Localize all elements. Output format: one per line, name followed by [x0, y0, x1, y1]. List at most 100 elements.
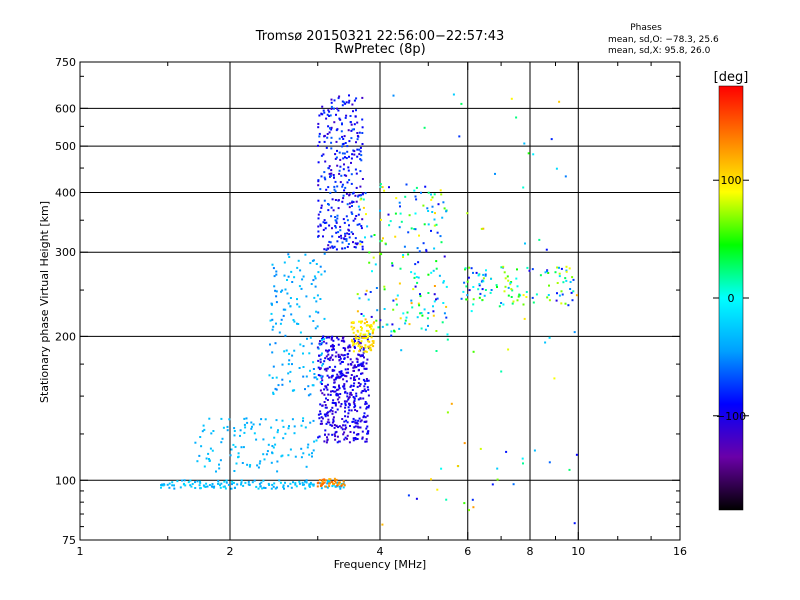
scatter-point	[340, 339, 343, 342]
scatter-point	[339, 355, 341, 358]
scatter-point	[572, 290, 575, 293]
scatter-point	[370, 349, 373, 352]
scatter-point	[496, 467, 499, 470]
phase-stats-o: mean, sd,O: −78.3, 25.6	[608, 35, 719, 45]
scatter-point	[361, 248, 364, 251]
scatter-point	[380, 253, 383, 256]
scatter-point	[365, 390, 367, 393]
scatter-point	[363, 380, 366, 383]
scatter-point	[277, 429, 279, 432]
scatter-point	[324, 429, 327, 432]
scatter-point	[364, 344, 367, 347]
scatter-point	[329, 393, 332, 396]
scatter-point	[422, 204, 425, 207]
scatter-point	[466, 294, 469, 297]
scatter-point	[326, 136, 329, 139]
scatter-point	[219, 459, 222, 462]
scatter-point	[361, 118, 364, 121]
scatter-point	[414, 195, 417, 198]
scatter-point	[328, 482, 331, 485]
scatter-point	[323, 388, 326, 391]
scatter-point	[343, 431, 346, 434]
scatter-point	[568, 468, 571, 471]
scatter-point	[328, 479, 330, 482]
scatter-point	[332, 339, 335, 342]
scatter-point	[478, 283, 481, 286]
scatter-point	[533, 449, 536, 452]
scatter-point	[414, 228, 417, 231]
scatter-point	[481, 288, 484, 291]
scatter-point	[434, 212, 436, 215]
scatter-point	[342, 385, 345, 388]
scatter-point	[340, 174, 343, 177]
scatter-point	[391, 262, 394, 265]
scatter-point	[345, 400, 348, 403]
scatter-point	[328, 224, 331, 227]
scatter-point	[206, 485, 209, 488]
scatter-point	[341, 185, 344, 188]
scatter-point	[338, 95, 341, 98]
scatter-point	[482, 227, 485, 230]
scatter-point	[323, 270, 326, 273]
scatter-point	[356, 293, 359, 296]
scatter-point	[292, 319, 295, 321]
scatter-point	[275, 301, 278, 304]
scatter-point	[283, 350, 286, 353]
scatter-point	[388, 186, 390, 189]
x-tick-label: 4	[377, 545, 384, 558]
scatter-point	[411, 306, 414, 309]
scatter-point	[360, 321, 362, 324]
scatter-point	[232, 443, 235, 446]
scatter-point	[299, 269, 302, 272]
y-tick-label: 100	[55, 474, 76, 487]
scatter-point	[302, 366, 305, 368]
scatter-point	[531, 268, 534, 271]
scatter-point	[367, 394, 370, 397]
scatter-point	[223, 485, 226, 488]
scatter-point	[337, 375, 340, 378]
scatter-point	[475, 271, 478, 274]
scatter-point	[435, 267, 438, 270]
scatter-point	[355, 186, 358, 189]
scatter-point	[345, 174, 348, 177]
y-tick-label: 200	[55, 330, 76, 343]
scatter-point	[334, 386, 337, 389]
scatter-point	[361, 320, 363, 323]
scatter-point	[272, 325, 275, 328]
scatter-point	[339, 158, 342, 161]
scatter-point	[304, 487, 307, 490]
scatter-point	[419, 312, 422, 315]
scatter-point	[360, 227, 363, 230]
scatter-point	[354, 194, 357, 197]
scatter-point	[338, 425, 341, 428]
scatter-point	[350, 123, 353, 126]
scatter-point	[358, 337, 361, 340]
scatter-point	[344, 247, 346, 250]
scatter-point	[555, 299, 558, 302]
scatter-point	[187, 481, 190, 484]
scatter-point	[400, 220, 403, 223]
scatter-point	[462, 290, 465, 293]
scatter-point	[348, 409, 351, 412]
scatter-point	[500, 302, 503, 304]
scatter-point	[326, 374, 329, 377]
scatter-point	[389, 220, 392, 223]
scatter-point	[334, 226, 337, 229]
scatter-point	[354, 337, 357, 340]
scatter-point	[352, 401, 355, 404]
scatter-point	[360, 419, 363, 422]
scatter-point	[342, 480, 345, 483]
scatter-point	[379, 209, 381, 212]
scatter-point	[287, 372, 290, 375]
scatter-point	[322, 153, 325, 156]
scatter-point	[291, 281, 294, 283]
scatter-point	[267, 482, 270, 485]
scatter-point	[346, 245, 349, 248]
scatter-point	[373, 321, 375, 324]
scatter-point	[358, 131, 361, 134]
scatter-point	[330, 105, 333, 108]
scatter-point	[271, 303, 273, 306]
scatter-point	[327, 203, 329, 205]
scatter-point	[326, 480, 329, 483]
scatter-point	[290, 313, 293, 316]
